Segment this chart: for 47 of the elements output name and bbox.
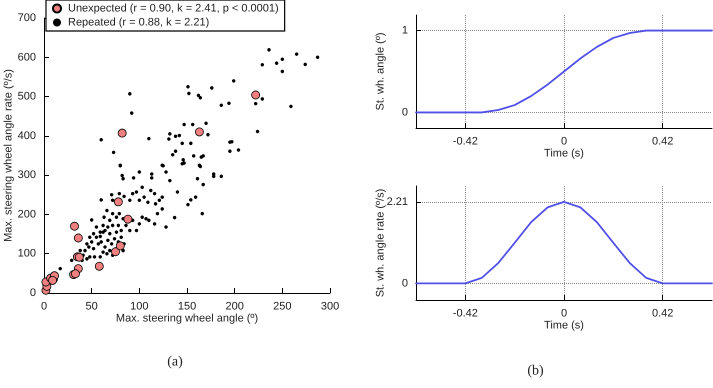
y-tick-label: 0 xyxy=(402,106,408,118)
y-tick-label: 700 xyxy=(18,12,36,24)
x-axis-title: Time (s) xyxy=(544,320,584,332)
y-tick-label: 1 xyxy=(402,24,408,37)
point xyxy=(74,234,83,242)
line-series xyxy=(415,30,713,114)
point xyxy=(124,214,132,224)
legend-label: Unexpected (r = 0.90, k = 2.41, p < 0.0001) xyxy=(68,2,279,14)
x-tick-label: -0.42 xyxy=(452,136,478,148)
y-tick-label: 100 xyxy=(18,248,36,260)
point xyxy=(116,241,125,250)
y-axis-title: St. wh. angle (º) xyxy=(374,32,386,110)
x-tick-label: 200 xyxy=(225,300,244,312)
x-tick-label: 0 xyxy=(560,308,568,320)
y-tick-label: 0 xyxy=(402,277,408,290)
y-tick-label: 300 xyxy=(18,169,36,182)
point xyxy=(111,247,120,256)
text: (b) xyxy=(527,364,544,378)
x-tick-label: 0.42 xyxy=(652,308,674,320)
x-tick-label: 0 xyxy=(40,300,48,312)
y-tick-label: 600 xyxy=(18,51,36,64)
point xyxy=(118,128,127,138)
x-tick-label: 0 xyxy=(560,136,568,148)
x-axis-title: Time (s) xyxy=(544,148,584,160)
text: (a) xyxy=(167,354,184,370)
point xyxy=(70,222,79,231)
y-axis-title: Max. steering wheel angle rate (º/s) xyxy=(2,69,14,242)
legend-label: Repeated (r = 0.88, k = 2.21) xyxy=(68,16,210,28)
y-tick-label: 500 xyxy=(18,90,36,103)
point xyxy=(195,128,204,136)
x-tick-label: 300 xyxy=(320,300,340,312)
y-tick-label: 0 xyxy=(30,287,36,299)
y-axis-title: St. wh. angle rate (º/s) xyxy=(374,188,386,298)
point xyxy=(114,197,123,206)
y-tick-label: 400 xyxy=(18,130,36,142)
x-tick-label: 50 xyxy=(86,300,98,312)
y-tick-label: 2.21 xyxy=(386,196,408,208)
line-series xyxy=(415,200,713,284)
point xyxy=(94,262,104,271)
y-tick-label: 200 xyxy=(18,208,36,220)
x-tick-label: 150 xyxy=(178,300,196,312)
x-tick-label: -0.42 xyxy=(452,308,478,320)
x-axis-title: Max. steering wheel angle (º) xyxy=(116,312,258,324)
x-tick-label: 250 xyxy=(273,300,292,312)
x-tick-label: 100 xyxy=(130,300,149,312)
x-tick-label: 0.42 xyxy=(652,136,674,148)
point xyxy=(251,90,260,100)
